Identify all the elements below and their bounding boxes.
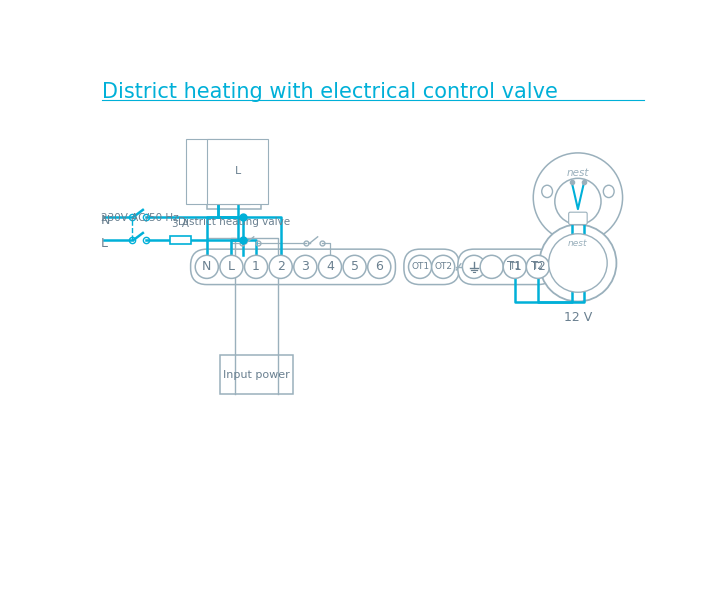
Text: District heating with electrical control valve: District heating with electrical control… bbox=[102, 82, 558, 102]
Text: 2: 2 bbox=[277, 260, 285, 273]
Text: 5: 5 bbox=[351, 260, 359, 273]
Circle shape bbox=[408, 255, 432, 279]
FancyBboxPatch shape bbox=[207, 159, 261, 209]
FancyBboxPatch shape bbox=[569, 212, 587, 225]
Text: OT2: OT2 bbox=[434, 263, 452, 271]
Circle shape bbox=[294, 255, 317, 279]
Circle shape bbox=[368, 255, 391, 279]
Text: T1: T1 bbox=[507, 260, 522, 273]
Circle shape bbox=[245, 255, 268, 279]
Circle shape bbox=[432, 255, 455, 279]
Text: T2: T2 bbox=[531, 260, 545, 273]
Circle shape bbox=[462, 255, 486, 279]
Ellipse shape bbox=[542, 185, 553, 198]
Circle shape bbox=[549, 234, 607, 292]
Text: 1: 1 bbox=[252, 260, 260, 273]
Circle shape bbox=[269, 255, 292, 279]
FancyBboxPatch shape bbox=[191, 249, 395, 285]
Text: L: L bbox=[228, 260, 235, 273]
Text: nest: nest bbox=[566, 168, 589, 178]
Text: 3 A: 3 A bbox=[172, 219, 189, 229]
Circle shape bbox=[343, 255, 366, 279]
Text: N: N bbox=[202, 260, 211, 273]
Circle shape bbox=[318, 255, 341, 279]
Text: OT1: OT1 bbox=[411, 263, 429, 271]
Text: 230V AC/50 Hz: 230V AC/50 Hz bbox=[100, 213, 178, 223]
Circle shape bbox=[480, 255, 503, 279]
Text: District heating valve: District heating valve bbox=[178, 217, 290, 227]
Circle shape bbox=[195, 255, 218, 279]
Text: 6: 6 bbox=[376, 260, 383, 273]
Text: 12 V: 12 V bbox=[563, 311, 592, 324]
Circle shape bbox=[534, 153, 622, 242]
Text: N: N bbox=[214, 166, 223, 176]
Text: 4: 4 bbox=[326, 260, 334, 273]
Ellipse shape bbox=[604, 185, 614, 198]
FancyBboxPatch shape bbox=[220, 355, 293, 394]
Text: N: N bbox=[100, 214, 110, 227]
Text: T1: T1 bbox=[509, 263, 521, 271]
Text: L: L bbox=[234, 166, 241, 176]
FancyBboxPatch shape bbox=[458, 249, 554, 285]
FancyBboxPatch shape bbox=[404, 249, 459, 285]
Text: Input power: Input power bbox=[223, 369, 290, 380]
Circle shape bbox=[526, 255, 550, 279]
FancyBboxPatch shape bbox=[170, 236, 191, 244]
Text: nest: nest bbox=[568, 239, 587, 248]
Text: L: L bbox=[100, 237, 108, 250]
Text: 3: 3 bbox=[301, 260, 309, 273]
Circle shape bbox=[220, 255, 243, 279]
Text: T2: T2 bbox=[532, 263, 543, 271]
Circle shape bbox=[555, 178, 601, 225]
Circle shape bbox=[539, 225, 617, 302]
Circle shape bbox=[503, 255, 526, 279]
